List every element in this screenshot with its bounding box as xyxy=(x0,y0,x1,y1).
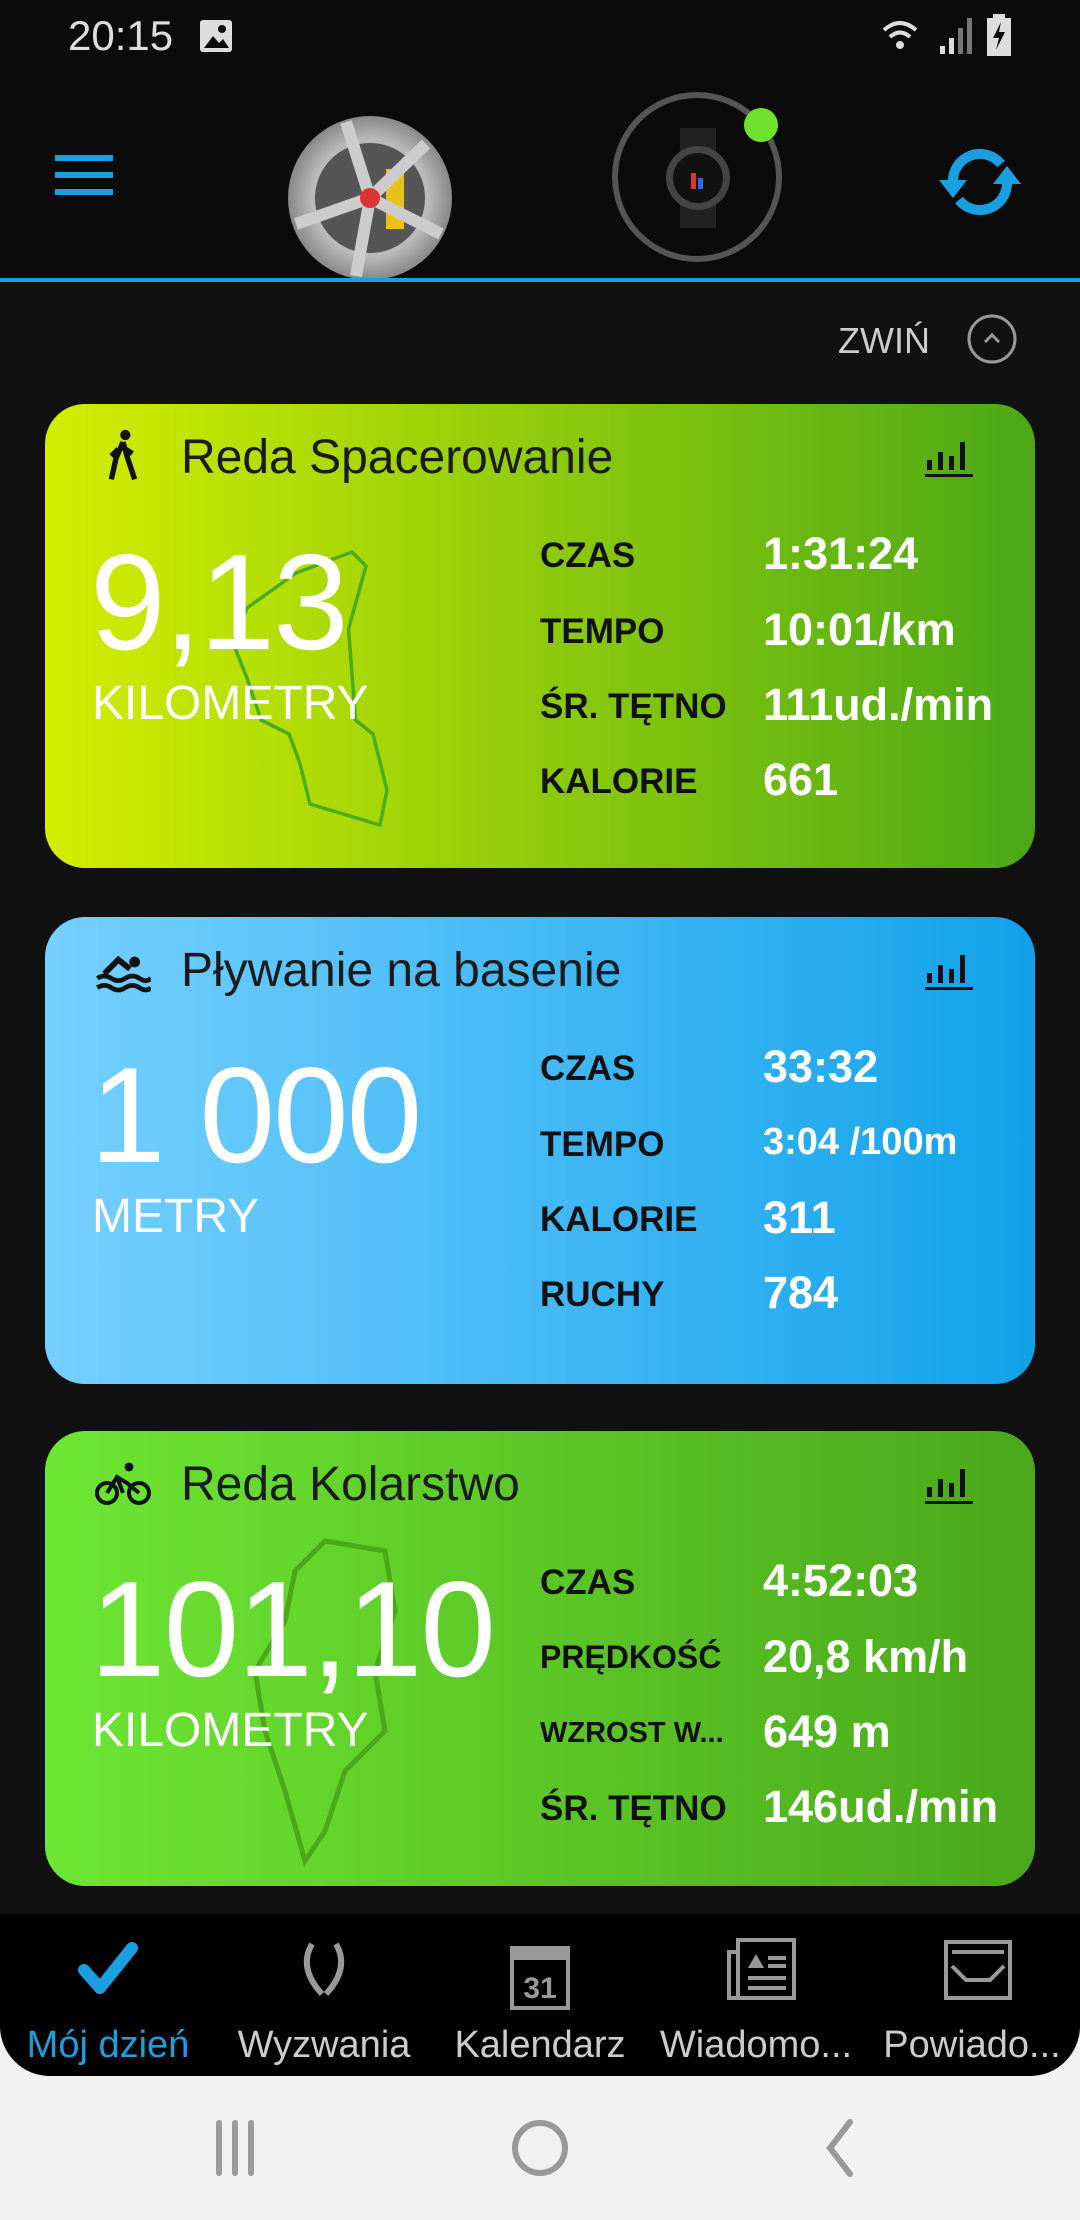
gallery-notification-icon xyxy=(200,20,232,52)
back-button[interactable] xyxy=(820,2118,860,2178)
wifi-icon xyxy=(882,21,918,49)
stat-value: 661 xyxy=(763,754,839,805)
distance-unit: KILOMETRY xyxy=(92,677,369,730)
profile-avatar[interactable] xyxy=(286,114,454,282)
chevron-up-icon[interactable] xyxy=(966,313,1018,365)
status-time: 20:15 xyxy=(68,12,174,59)
status-bar: 20:15 xyxy=(0,0,1080,72)
activity-card-swimming[interactable]: Pływanie na basenie 1 000 METRY CZAS 33:3… xyxy=(45,917,1035,1384)
nav-calendar[interactable]: 31 Kalendarz xyxy=(432,1914,648,2074)
stat-label: PRĘDKOŚĆ xyxy=(540,1639,722,1675)
stat-value: 4:52:03 xyxy=(763,1555,919,1606)
calendar-icon: 31 xyxy=(510,1946,570,2010)
watch-icon xyxy=(666,128,730,228)
home-button[interactable] xyxy=(510,2118,570,2178)
activity-distance: 1 000 xyxy=(90,1039,422,1191)
stat-label: CZAS xyxy=(540,1563,636,1602)
stat-value: 146ud./min xyxy=(763,1781,999,1832)
stat-value: 1:31:24 xyxy=(763,528,919,579)
nav-label: Wyzwania xyxy=(237,2024,411,2066)
stat-label: TEMPO xyxy=(540,612,665,651)
calendar-day: 31 xyxy=(523,1972,556,2005)
stat-label: ŚR. TĘTNO xyxy=(540,687,727,726)
signal-icon xyxy=(940,18,972,54)
stat-label: RUCHY xyxy=(540,1275,665,1314)
activity-distance: 101,10 xyxy=(90,1553,496,1705)
menu-icon[interactable] xyxy=(55,152,113,198)
stat-label: WZROST W... xyxy=(540,1717,724,1749)
app-bar xyxy=(0,72,1080,280)
stat-value: 311 xyxy=(763,1192,836,1243)
route-map xyxy=(252,1538,398,1867)
stat-value: 3:04 /100m xyxy=(763,1121,958,1163)
nav-label: Powiado... xyxy=(883,2024,1061,2066)
nav-news[interactable]: Wiadomo... xyxy=(648,1914,864,2074)
inbox-icon xyxy=(944,1940,1012,2000)
activity-card-walking[interactable]: Reda Spacerowanie 9,13 KILOMETRY CZAS 1:3… xyxy=(45,404,1035,868)
stat-value: 10:01/km xyxy=(763,604,956,655)
distance-unit: KILOMETRY xyxy=(92,1704,369,1757)
activity-title: Pływanie na basenie xyxy=(181,944,622,997)
nav-my-day[interactable]: Mój dzień xyxy=(0,1914,216,2074)
activity-card-cycling[interactable]: Reda Kolarstwo 101,10 KILOMETRY CZAS 4:52… xyxy=(45,1431,1035,1886)
activity-title: Reda Spacerowanie xyxy=(181,431,614,484)
stats-chart-icon[interactable] xyxy=(925,434,975,478)
stats-chart-icon[interactable] xyxy=(925,947,975,991)
walking-icon xyxy=(108,429,138,481)
stat-value: 649 m xyxy=(763,1706,891,1757)
laurel-icon xyxy=(303,1942,345,1997)
battery-charging-icon xyxy=(987,14,1011,56)
stat-label: CZAS xyxy=(540,1049,636,1088)
nav-challenges[interactable]: Wyzwania xyxy=(216,1914,432,2074)
device-button[interactable] xyxy=(612,92,782,262)
stat-value: 33:32 xyxy=(763,1041,879,1092)
header-divider xyxy=(0,278,1080,282)
stat-value: 784 xyxy=(763,1267,839,1318)
nav-notifications[interactable]: Powiado... xyxy=(864,1914,1080,2074)
nav-label: Kalendarz xyxy=(454,2024,626,2066)
activity-distance: 9,13 xyxy=(90,526,349,678)
newspaper-icon xyxy=(727,1938,796,2000)
stat-value: 111ud./min xyxy=(763,679,994,730)
bottom-nav: Mój dzień Wyzwania 31 Kalendarz Wiadomo.… xyxy=(0,1914,1080,2076)
stat-label: KALORIE xyxy=(540,762,698,801)
recent-apps-button[interactable] xyxy=(210,2118,260,2178)
stat-value: 20,8 km/h xyxy=(763,1631,969,1682)
stat-label: ŚR. TĘTNO xyxy=(540,1789,727,1828)
nav-label: Wiadomo... xyxy=(659,2024,853,2066)
stat-label: KALORIE xyxy=(540,1200,698,1239)
stats-chart-icon[interactable] xyxy=(925,1461,975,1505)
sync-icon[interactable] xyxy=(935,142,1025,222)
swimming-icon xyxy=(96,955,151,993)
stat-label: CZAS xyxy=(540,536,636,575)
distance-unit: METRY xyxy=(92,1190,260,1243)
stat-label: TEMPO xyxy=(540,1125,665,1164)
device-connected-indicator xyxy=(744,108,778,142)
nav-label: Mój dzień xyxy=(26,2024,190,2066)
route-map xyxy=(231,549,389,828)
activity-title: Reda Kolarstwo xyxy=(181,1458,520,1511)
cycling-icon xyxy=(95,1462,151,1505)
collapse-button[interactable]: ZWIŃ xyxy=(838,320,930,361)
checkmark-icon xyxy=(78,1942,138,1994)
